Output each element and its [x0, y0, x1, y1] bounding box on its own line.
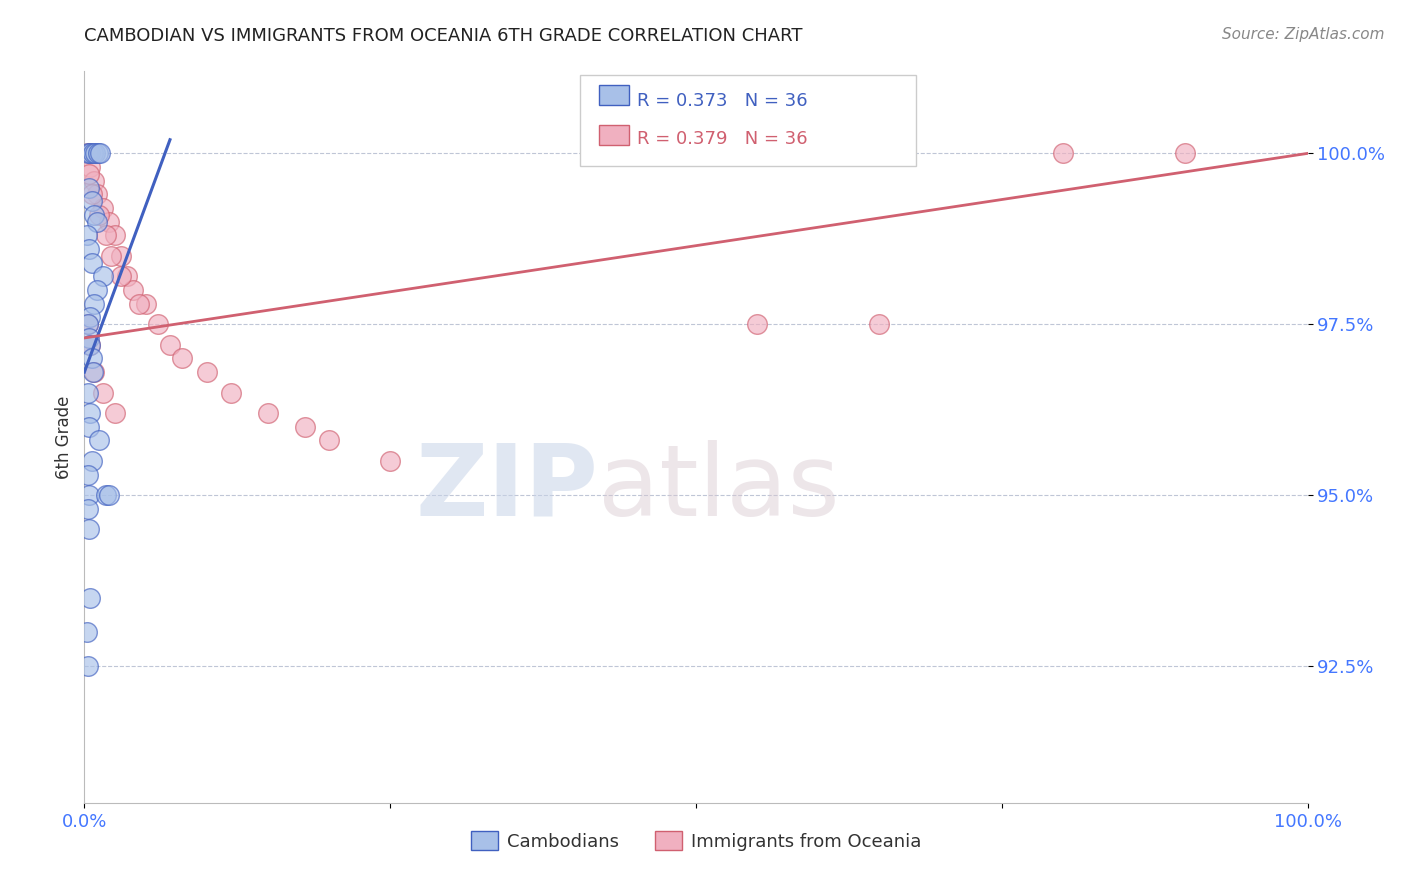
Point	[77, 488, 100, 502]
Point	[77, 318, 100, 332]
Point	[77, 242, 100, 256]
Point	[869, 318, 891, 332]
Point	[96, 228, 118, 243]
Point	[83, 297, 105, 311]
Point	[79, 338, 101, 352]
Text: ZIP: ZIP	[415, 440, 598, 537]
Point	[1174, 146, 1197, 161]
FancyBboxPatch shape	[599, 85, 628, 105]
Point	[115, 269, 138, 284]
Point	[135, 297, 157, 311]
Point	[97, 488, 120, 502]
Point	[77, 318, 100, 332]
Point	[79, 338, 101, 352]
Point	[318, 434, 340, 448]
Point	[80, 454, 103, 468]
Point	[122, 283, 145, 297]
Point	[77, 146, 100, 161]
Point	[83, 208, 105, 222]
Point	[159, 338, 181, 352]
Point	[83, 365, 105, 379]
Point	[77, 385, 100, 400]
Point	[257, 406, 280, 420]
Point	[79, 146, 101, 161]
Point	[82, 146, 104, 161]
Point	[97, 215, 120, 229]
Point	[76, 624, 98, 639]
Point	[91, 201, 114, 215]
Text: CAMBODIAN VS IMMIGRANTS FROM OCEANIA 6TH GRADE CORRELATION CHART: CAMBODIAN VS IMMIGRANTS FROM OCEANIA 6TH…	[84, 27, 803, 45]
Text: atlas: atlas	[598, 440, 839, 537]
Point	[77, 420, 100, 434]
Y-axis label: 6th Grade: 6th Grade	[55, 395, 73, 479]
Point	[77, 146, 100, 161]
Point	[86, 283, 108, 297]
Text: Source: ZipAtlas.com: Source: ZipAtlas.com	[1222, 27, 1385, 42]
Point	[100, 249, 122, 263]
Point	[110, 269, 132, 284]
Point	[80, 194, 103, 209]
Point	[80, 351, 103, 366]
Point	[83, 174, 105, 188]
Point	[82, 365, 104, 379]
Point	[76, 228, 98, 243]
Point	[380, 454, 402, 468]
Point	[91, 385, 114, 400]
Point	[77, 501, 100, 516]
Point	[146, 318, 169, 332]
Point	[86, 215, 108, 229]
Point	[89, 146, 111, 161]
Legend: Cambodians, Immigrants from Oceania: Cambodians, Immigrants from Oceania	[461, 822, 931, 860]
Point	[79, 591, 101, 605]
Point	[86, 187, 108, 202]
Point	[77, 467, 100, 482]
Point	[104, 228, 127, 243]
Point	[104, 406, 127, 420]
Point	[79, 406, 101, 420]
Point	[87, 208, 110, 222]
Point	[84, 146, 107, 161]
Point	[747, 318, 769, 332]
Point	[91, 269, 114, 284]
Point	[128, 297, 150, 311]
Point	[110, 249, 132, 263]
Point	[172, 351, 194, 366]
Point	[79, 310, 101, 325]
Point	[80, 187, 103, 202]
Point	[1052, 146, 1074, 161]
Point	[79, 160, 101, 174]
Point	[87, 434, 110, 448]
Point	[195, 365, 218, 379]
Point	[219, 385, 242, 400]
Text: R = 0.373   N = 36: R = 0.373 N = 36	[637, 92, 808, 110]
Text: R = 0.379   N = 36: R = 0.379 N = 36	[637, 130, 808, 148]
Point	[77, 167, 100, 181]
Point	[294, 420, 316, 434]
FancyBboxPatch shape	[579, 75, 917, 167]
Point	[96, 488, 118, 502]
Point	[87, 146, 110, 161]
FancyBboxPatch shape	[599, 125, 628, 145]
Point	[77, 659, 100, 673]
Point	[77, 331, 100, 345]
Point	[77, 180, 100, 194]
Point	[77, 522, 100, 536]
Point	[80, 256, 103, 270]
